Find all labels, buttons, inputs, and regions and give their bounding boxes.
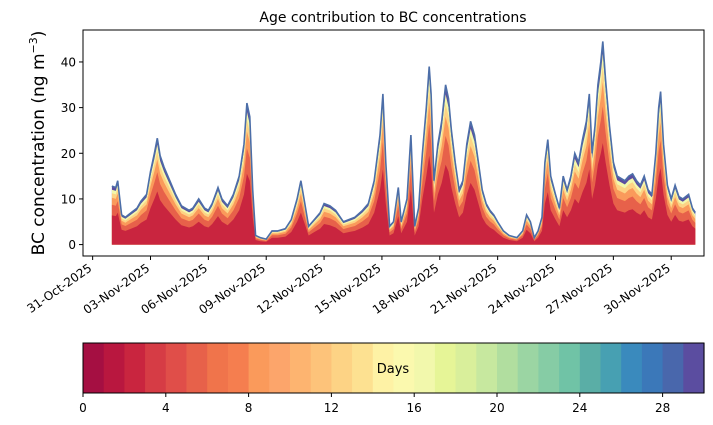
colorbar-cell [455,343,477,393]
y-axis: 0 10 20 30 40 [61,55,83,252]
colorbar-cell [517,343,539,393]
colorbar-cell [165,343,188,393]
chart-title: Age contribution to BC concentrations [259,10,526,26]
colorbar-cell [248,343,270,393]
colorbar-cell [227,343,250,393]
colorbar-cell [434,343,457,393]
colorbar-cell [352,343,374,393]
x-axis: 31-Oct-202503-Nov-202506-Nov-202509-Nov-… [24,256,673,317]
colorbar-cell [372,343,395,393]
colorbar-cell [145,343,167,393]
colorbar-cell [393,343,415,393]
colorbar-tick-label: 4 [162,401,170,415]
colorbar-cell [331,343,353,393]
colorbar-tick-label: 8 [245,401,253,415]
colorbar-cell [269,343,291,393]
colorbar-cell [559,343,581,393]
colorbar-cell [579,343,602,393]
total-bc-line [111,41,696,241]
colorbar-cell [124,343,146,393]
colorbar-cell [83,343,105,393]
colorbar-cell [683,343,705,393]
y-tick-label: 10 [61,192,76,206]
y-tick-label: 40 [61,55,76,69]
age-layer-3d [111,143,696,245]
colorbar-cell [662,343,684,393]
y-tick-label: 30 [61,101,76,115]
y-tick-label: 0 [68,238,76,252]
colorbar-cell [290,343,312,393]
colorbar-tick-label: 24 [572,401,587,415]
colorbar-ticks: 0 4 8 12 16 20 24 28 [79,393,670,415]
colorbar-tick-label: 20 [489,401,504,415]
colorbar-tick-label: 28 [655,401,670,415]
colorbar-cell [538,343,560,393]
colorbar-cells [83,343,705,393]
days-colorbar: Days 0 4 8 12 16 20 24 28 [79,342,705,415]
colorbar-tick-label: 12 [324,401,339,415]
age-layers [111,41,696,245]
colorbar-cell [310,343,332,393]
y-tick-label: 20 [61,147,76,161]
colorbar-cell [476,343,498,393]
colorbar-cell [641,343,664,393]
colorbar-cell [186,343,208,393]
colorbar-cell [207,343,229,393]
colorbar-cell [497,343,519,393]
colorbar-frame [82,342,705,394]
plot-frame [82,29,705,257]
colorbar-cell [600,343,622,393]
colorbar-cell [414,343,436,393]
y-axis-label: BC concentration (ng m−3) [27,31,49,256]
colorbar-tick-label: 0 [79,401,87,415]
colorbar-label: Days [377,362,410,377]
main-plot: 31-Oct-202503-Nov-202506-Nov-202509-Nov-… [24,29,705,317]
colorbar-cell [621,343,643,393]
colorbar-cell [103,343,125,393]
colorbar-tick-label: 16 [407,401,422,415]
